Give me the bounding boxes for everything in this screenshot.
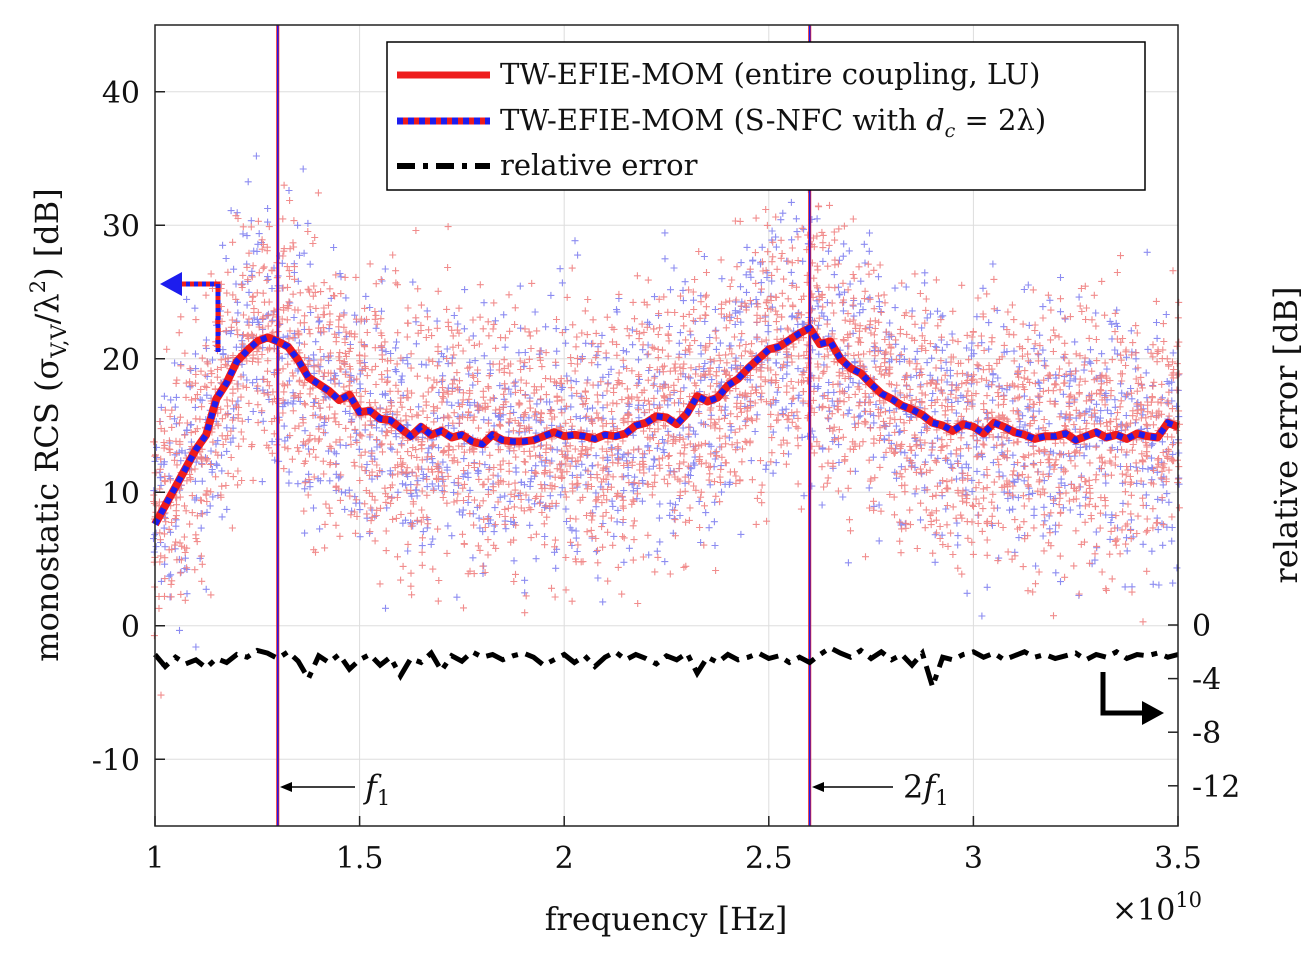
y-tick-label: 10 — [102, 476, 140, 511]
y-tick-label: 20 — [102, 343, 140, 378]
x-axis-label: frequency [Hz] — [545, 900, 788, 938]
series-snfc-line — [152, 324, 1180, 526]
right-axis-arrow — [1100, 672, 1164, 725]
x-tick-label: 2.5 — [745, 841, 793, 876]
legend-label-error: relative error — [500, 148, 698, 182]
legend-box — [386, 41, 1146, 191]
left-axis-arrow — [160, 272, 221, 352]
y-tick-label: -10 — [92, 743, 140, 778]
left-arrow-head — [160, 272, 182, 296]
legend-label-snfc: TW-EFIE-MOM (S-NFC with dc = 2λ) — [500, 103, 1046, 142]
x-tick-label: 1 — [145, 841, 164, 876]
legend-label-lu: TW-EFIE-MOM (entire coupling, LU) — [500, 57, 1040, 91]
y2-tick-label: -8 — [1192, 716, 1221, 751]
y-tick-label: 0 — [121, 610, 140, 645]
x-tick-label: 1.5 — [336, 841, 384, 876]
y2-tick-label: -12 — [1192, 770, 1240, 805]
x-multiplier: ×1010 — [1112, 888, 1202, 928]
axes-layer: 1 1.5 2 2.5 3 3.5 -10 0 10 20 30 40 0 -4 -8 -12 — [92, 24, 1240, 876]
y2-tick-label: -4 — [1192, 663, 1221, 698]
y2-tick-label: 0 — [1192, 609, 1211, 644]
axes-frame — [154, 24, 1179, 827]
y-axis-label: monostatic RCS (σV,V/λ2) [dB] — [26, 188, 71, 661]
series-layer — [151, 324, 1180, 695]
legend: TW-EFIE-MOM (entire coupling, LU) TW-EFI… — [386, 41, 1146, 191]
x-tick-label: 3.5 — [1154, 841, 1202, 876]
x-tick-label: 3 — [964, 841, 983, 876]
right-arrow-head — [1142, 701, 1164, 725]
y-tick-label: 30 — [102, 209, 140, 244]
y2-axis-label: relative error [dB] — [1267, 286, 1305, 583]
y-tick-label: 40 — [102, 76, 140, 111]
x-tick-label: 2 — [555, 841, 574, 876]
series-error-line — [153, 644, 1179, 695]
